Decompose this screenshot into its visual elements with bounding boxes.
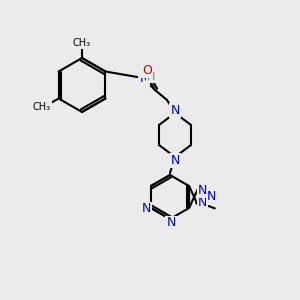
Text: N: N — [141, 202, 151, 215]
Text: H: H — [147, 72, 155, 82]
Text: N: N — [166, 217, 176, 230]
Text: N: N — [198, 196, 207, 209]
Text: O: O — [142, 64, 152, 76]
Text: N: N — [170, 154, 180, 166]
Text: N: N — [198, 184, 207, 197]
Text: CH₃: CH₃ — [33, 101, 51, 112]
Text: N: N — [139, 71, 149, 85]
Text: N: N — [170, 103, 180, 116]
Text: N: N — [207, 190, 216, 203]
Text: CH₃: CH₃ — [73, 38, 91, 48]
